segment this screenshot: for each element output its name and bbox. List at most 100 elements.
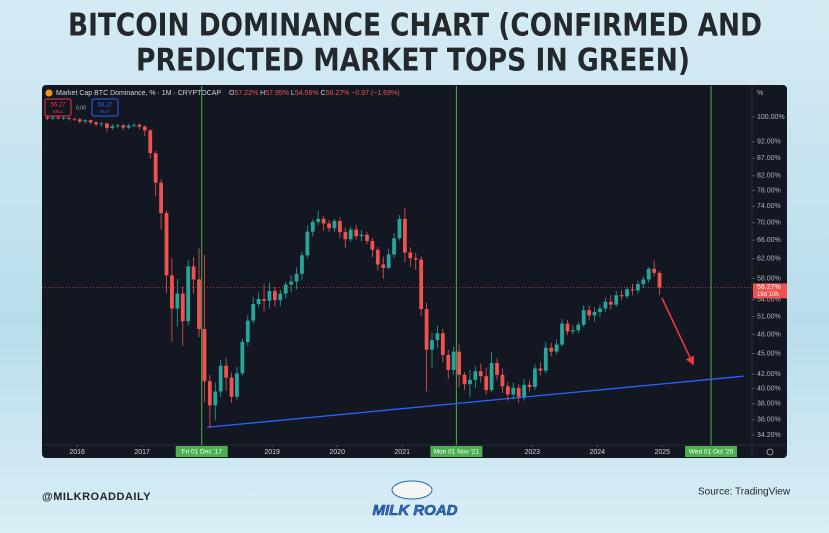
candle-body: [354, 229, 359, 237]
candle-body: [365, 234, 369, 242]
candle-body: [348, 229, 353, 240]
candle-body: [392, 238, 396, 255]
y-tick-label: 74.00%: [757, 203, 781, 210]
candle-body: [148, 130, 153, 154]
candle-body: [554, 344, 559, 352]
candle-body: [630, 289, 635, 291]
ohlc-key: O: [229, 90, 235, 97]
candle-body: [213, 391, 218, 406]
candle-body: [337, 220, 342, 233]
candle-body: [67, 117, 71, 119]
candle-body: [543, 347, 548, 371]
marker-label-box: [430, 446, 483, 457]
y-tick-label: 78.00%: [757, 187, 781, 194]
marker-label-box: [175, 446, 228, 457]
candle-body: [175, 293, 180, 309]
candle-body: [359, 234, 364, 237]
candle-body: [72, 118, 77, 120]
candle-body: [310, 221, 315, 232]
candle-body: [451, 351, 456, 370]
candle-body: [283, 284, 288, 294]
candle-body: [430, 340, 434, 350]
candle-body: [164, 213, 169, 276]
ohlc-legend: O57.22% H57.95% L54.56% C56.27% −0.97 (−…: [229, 90, 400, 97]
candle-body: [88, 120, 93, 123]
candle-body: [424, 309, 429, 350]
ohlc-value: −0.97 (−1.69%): [351, 90, 399, 97]
x-tick-label: 2019: [264, 449, 280, 456]
y-tick-label: 42.00%: [757, 371, 781, 378]
y-tick-label: 70.00%: [757, 220, 781, 227]
x-tick-label: 2025: [654, 449, 670, 456]
sell-button[interactable]: [44, 98, 72, 117]
price-countdown: 19d 10h: [757, 292, 779, 298]
symbol: Market Cap BTC Dominance, % · 1M · CRYPT…: [56, 90, 221, 97]
candle-body: [419, 259, 424, 310]
candle-body: [159, 182, 163, 214]
candle-body: [256, 299, 261, 305]
candle-body: [191, 266, 196, 280]
candle-body: [495, 362, 499, 375]
y-tick-label: 40.00%: [757, 385, 781, 392]
settings-icon[interactable]: [766, 448, 774, 456]
candle-body: [105, 123, 109, 128]
candle-body: [403, 218, 407, 253]
candle-body: [110, 126, 115, 128]
candle-body: [370, 241, 375, 250]
arrow: [661, 297, 695, 366]
source: Source: TradingView: [698, 487, 791, 498]
candle-body: [278, 293, 283, 301]
candle-body: [245, 320, 250, 343]
candle-body: [576, 324, 581, 331]
candle-body: [137, 124, 142, 127]
y-tick-label: 51.00%: [757, 313, 781, 320]
candle-body: [608, 301, 613, 305]
candle-body: [327, 223, 331, 229]
candle-body: [560, 323, 564, 345]
candle-body: [565, 323, 570, 332]
y-tick-label: 48.00%: [757, 331, 781, 338]
y-tick-label: 36.00%: [757, 417, 781, 424]
candle-body: [272, 290, 277, 301]
candle-body: [316, 218, 321, 222]
candle-body: [386, 254, 391, 268]
x-tick-label: 2016: [69, 449, 85, 456]
candle-body: [457, 351, 461, 375]
candle-body: [652, 268, 657, 273]
candle-body: [511, 387, 516, 395]
candle-body: [549, 347, 554, 352]
plot: 100.00% 92.00% 87.00% 82.00% 78.00% 74.00% 70.…: [42, 86, 787, 457]
candle-body: [473, 371, 478, 380]
candle-body: [294, 273, 299, 282]
candle-body: [235, 373, 239, 397]
candle-body: [56, 117, 61, 119]
y-tick-label: 34.20%: [757, 432, 781, 439]
ohlc-key: C: [321, 90, 326, 97]
price-box: [753, 283, 787, 299]
candle-body: [592, 311, 597, 316]
x-tick-label: 2023: [524, 449, 540, 456]
candle-body: [207, 381, 212, 406]
candle-body: [462, 374, 467, 385]
candle-body: [603, 301, 608, 309]
candle-body: [229, 377, 234, 397]
y-tick-label: 87.00%: [757, 155, 781, 162]
candle-body: [332, 220, 337, 229]
marker-label: Mon 01 Nov '21: [434, 449, 480, 456]
y-tick-label: 100.00%: [757, 114, 785, 121]
candle-body: [153, 153, 158, 183]
logo: MILK ROAD: [373, 502, 458, 519]
candle-body: [533, 368, 537, 388]
candle-body: [625, 289, 629, 297]
spread: 0.00: [76, 105, 86, 111]
candle-body: [484, 376, 489, 391]
candle-body: [641, 279, 646, 285]
buy-button[interactable]: [91, 98, 119, 117]
candle-body: [598, 308, 602, 312]
x-tick-label: 2021: [394, 449, 410, 456]
candle-body: [435, 333, 440, 341]
sell-label: SELL: [52, 109, 64, 114]
candle-body: [375, 249, 380, 265]
x-tick-label: 2017: [134, 449, 150, 456]
